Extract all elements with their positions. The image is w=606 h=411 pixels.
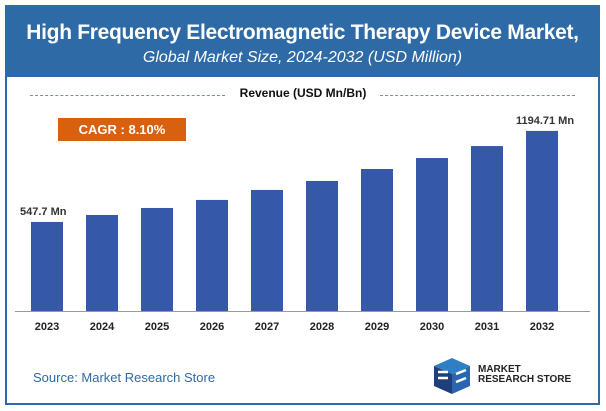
bar-2028 — [306, 180, 338, 311]
market-research-store-logo-icon — [434, 358, 470, 394]
bar-2025 — [141, 207, 173, 311]
logo-line1: MARKET — [478, 364, 521, 375]
x-tick-label: 2027 — [255, 321, 279, 333]
x-tick-label: 2024 — [90, 321, 115, 333]
x-tick-label: 2029 — [365, 321, 389, 333]
data-label-first: 547.7 Mn — [20, 206, 67, 218]
x-tick-label: 2028 — [310, 321, 334, 333]
bar-2027 — [251, 189, 283, 311]
data-label-last: 1194.71 Mn — [516, 115, 574, 127]
bar-2024 — [86, 215, 118, 311]
x-tick-label: 2032 — [530, 321, 554, 333]
bar-2032 — [526, 130, 558, 311]
x-tick-label: 2030 — [420, 321, 444, 333]
x-tick-label: 2026 — [200, 321, 224, 333]
chart-subtitle: Global Market Size, 2024-2032 (USD Milli… — [142, 49, 463, 66]
logo-text: MARKET RESEARCH STORE — [478, 365, 571, 385]
series-label-text: Revenue (USD Mn/Bn) — [231, 86, 375, 100]
x-tick-label: 2031 — [475, 321, 499, 333]
bar-2030 — [416, 158, 448, 311]
x-tick-label: 2023 — [35, 321, 59, 333]
divider-left — [30, 95, 225, 96]
chart-title: High Frequency Electromagnetic Therapy D… — [26, 21, 579, 44]
bar-2026 — [196, 199, 228, 311]
x-tick-label: 2025 — [145, 321, 169, 333]
bar-2023 — [31, 221, 63, 311]
series-label: Revenue (USD Mn/Bn) — [0, 86, 606, 100]
source-text: Source: Market Research Store — [33, 370, 216, 385]
header: High Frequency Electromagnetic Therapy D… — [5, 5, 600, 77]
logo-line2: RESEARCH STORE — [478, 374, 572, 385]
divider-right — [380, 95, 575, 96]
cagr-badge: CAGR : 8.10% — [58, 118, 186, 141]
bar-2029 — [361, 168, 393, 311]
bar-2031 — [471, 146, 503, 311]
